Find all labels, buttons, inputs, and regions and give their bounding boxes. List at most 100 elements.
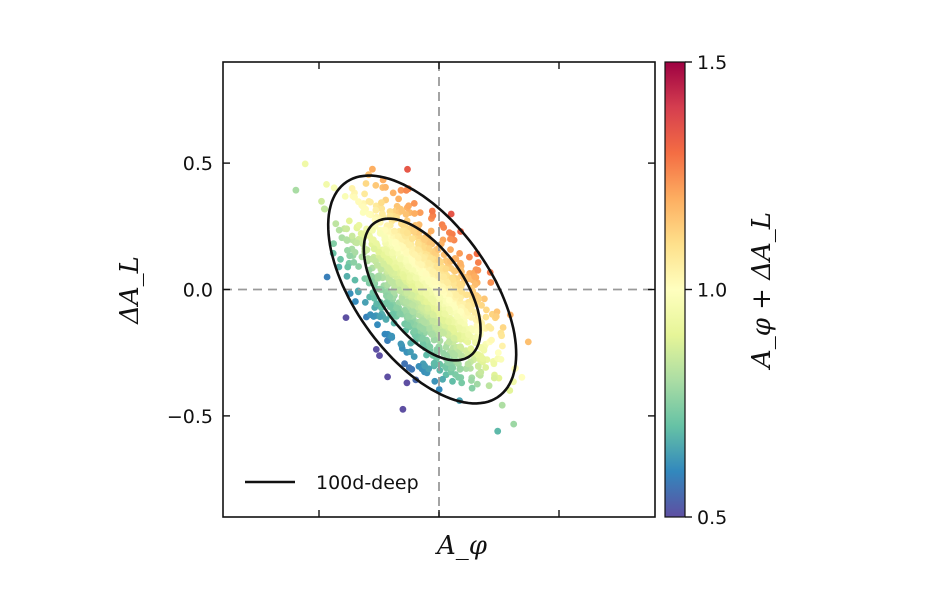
scatter-point bbox=[506, 387, 514, 394]
scatter-point bbox=[440, 273, 448, 281]
scatter-point bbox=[426, 343, 434, 351]
scatter-point bbox=[442, 344, 450, 351]
scatter-point bbox=[474, 259, 482, 266]
scatter-point bbox=[471, 273, 478, 280]
scatter-point bbox=[429, 268, 437, 275]
scatter-point bbox=[406, 274, 414, 281]
scatter-point bbox=[445, 306, 453, 313]
scatter-point bbox=[428, 207, 436, 215]
colorbar: 0.5 1.0 1.5 A_φ + ΔA_L bbox=[664, 52, 777, 529]
scatter-point bbox=[355, 198, 362, 206]
scatter-point bbox=[472, 334, 480, 341]
scatter-point bbox=[425, 259, 433, 267]
scatter-point bbox=[335, 226, 343, 234]
scatter-point bbox=[361, 190, 368, 198]
scatter-point bbox=[323, 181, 330, 188]
scatter-point bbox=[341, 193, 349, 200]
scatter-point bbox=[485, 323, 493, 330]
scatter-point bbox=[425, 278, 432, 285]
scatter-point bbox=[415, 240, 422, 248]
scatter-point bbox=[435, 386, 443, 393]
scatter-point bbox=[440, 224, 448, 231]
scatter-point bbox=[401, 306, 408, 314]
scatter-point bbox=[393, 304, 401, 312]
scatter-point bbox=[392, 264, 400, 271]
scatter-point bbox=[382, 183, 389, 191]
scatter-point bbox=[478, 345, 486, 352]
scatter-point bbox=[405, 313, 412, 320]
scatter-point bbox=[353, 239, 361, 247]
scatter-point bbox=[475, 295, 482, 303]
scatter-point bbox=[402, 187, 410, 194]
scatter-point bbox=[403, 289, 411, 297]
scatter-point bbox=[405, 202, 412, 210]
scatter-point bbox=[488, 336, 495, 344]
scatter-point bbox=[447, 235, 454, 243]
scatter-point bbox=[458, 379, 466, 387]
scatter-point bbox=[402, 298, 410, 305]
scatter-point bbox=[410, 228, 418, 236]
scatter-point bbox=[351, 276, 359, 284]
scatter-point bbox=[391, 227, 398, 235]
scatter-point bbox=[463, 291, 471, 299]
scatter-point bbox=[467, 345, 475, 352]
scatter-point bbox=[369, 255, 377, 263]
scatter-point bbox=[447, 246, 454, 254]
scatter-point bbox=[510, 420, 518, 428]
contours bbox=[326, 174, 518, 405]
scatter-point bbox=[404, 321, 412, 329]
scatter-point bbox=[372, 206, 380, 214]
scatter-point bbox=[395, 286, 403, 294]
scatter-point bbox=[365, 210, 373, 218]
scatter-point bbox=[423, 351, 430, 359]
scatter-point bbox=[457, 259, 464, 267]
scatter-point bbox=[346, 252, 354, 260]
scatter-point bbox=[378, 199, 385, 207]
scatter-point bbox=[407, 348, 414, 356]
scatter-point bbox=[394, 244, 401, 252]
scatter-point bbox=[482, 313, 490, 321]
x-axis-label: A_φ bbox=[435, 531, 488, 561]
scatter-point bbox=[374, 321, 381, 329]
scatter-point bbox=[481, 295, 488, 303]
scatter-point bbox=[405, 263, 412, 270]
scatter-point bbox=[391, 238, 399, 246]
scatter-point bbox=[455, 324, 463, 332]
scatter-point bbox=[386, 293, 394, 301]
scatter-point bbox=[405, 364, 413, 371]
scatter-point bbox=[403, 379, 411, 387]
scatter-point bbox=[524, 338, 532, 346]
colorbar-tick-label: 0.5 bbox=[697, 507, 727, 529]
scatter-point bbox=[412, 274, 420, 282]
scatter-point bbox=[374, 274, 382, 282]
scatter-point bbox=[468, 377, 475, 384]
scatter-point bbox=[397, 340, 405, 348]
scatter-point bbox=[421, 362, 429, 370]
scatter-point bbox=[419, 325, 427, 333]
contour-95pct bbox=[326, 174, 518, 405]
scatter-point bbox=[390, 289, 398, 296]
scatter-point bbox=[373, 261, 381, 269]
scatter-point bbox=[442, 364, 450, 372]
scatter-point bbox=[447, 210, 455, 218]
scatter-point bbox=[381, 235, 389, 242]
scatter-point bbox=[440, 350, 447, 357]
scatter-point bbox=[474, 266, 482, 274]
scatter-point bbox=[450, 334, 458, 342]
scatter-point bbox=[362, 180, 370, 187]
scatter-point bbox=[330, 240, 337, 248]
scatter-point bbox=[483, 306, 490, 314]
scatter-point bbox=[430, 360, 438, 367]
scatter-points bbox=[292, 160, 532, 435]
scatter-point bbox=[332, 220, 340, 228]
scatter-point bbox=[389, 189, 397, 197]
scatter-point bbox=[354, 287, 362, 295]
scatter-point bbox=[372, 182, 380, 189]
scatter-point bbox=[429, 317, 436, 325]
scatter-point bbox=[318, 197, 325, 205]
scatter-point bbox=[373, 240, 380, 247]
scatter-point bbox=[416, 209, 424, 217]
scatter-point bbox=[323, 273, 331, 281]
scatter-point bbox=[402, 256, 410, 264]
scatter-point bbox=[465, 302, 472, 309]
